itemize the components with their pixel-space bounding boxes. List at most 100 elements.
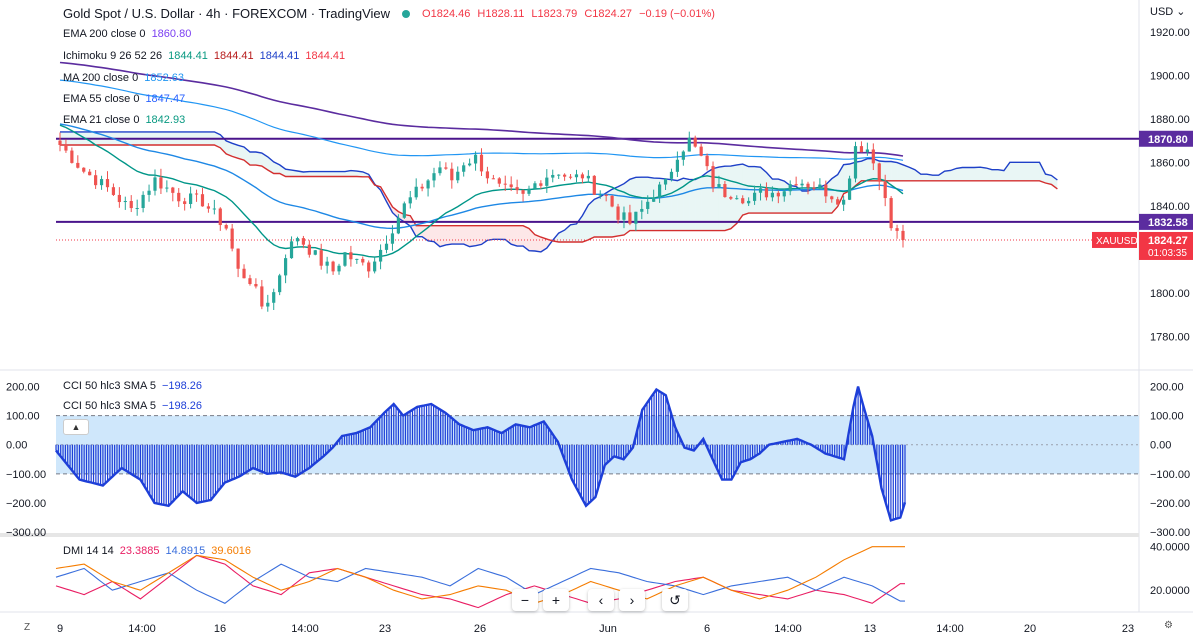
legend-value: 1844.41	[213, 50, 254, 62]
candle-body	[592, 175, 596, 195]
legend-value: 1860.80	[151, 28, 192, 40]
candle-body	[563, 174, 567, 177]
legend-value: −198.26	[161, 380, 203, 392]
candle-body	[147, 190, 151, 195]
candle-body	[200, 194, 205, 207]
candle-body	[669, 171, 674, 179]
legend-dmi[interactable]: DMI 14 14 23.3885 14.8915 39.6016	[63, 545, 251, 557]
price-level-tag	[1139, 213, 1193, 230]
legend-ichimoku[interactable]: Ichimoku 9 26 52 26 1844.41 1844.41 1844…	[63, 50, 345, 62]
candle-body	[378, 249, 383, 262]
time-tick-label: 23	[379, 623, 391, 635]
candle-body	[189, 193, 193, 205]
candle-body	[289, 241, 294, 259]
ichimoku-cloud-segment	[813, 187, 820, 214]
candle-body	[254, 284, 258, 287]
candle-body	[177, 192, 181, 202]
candle-body	[604, 194, 608, 196]
legend-name: EMA 200 close 0	[63, 28, 146, 40]
ichimoku-cloud-segment	[309, 171, 316, 177]
last-price-label: 1824.27	[1148, 235, 1188, 247]
timezone-icon[interactable]: Z	[24, 622, 31, 633]
zoom-in-button[interactable]: +	[543, 589, 569, 611]
candle-body	[283, 258, 288, 276]
zoom-out-button[interactable]: −	[512, 589, 538, 611]
dmi-tick-label: 40.0000	[1150, 542, 1190, 554]
ichimoku-cloud-segment	[766, 172, 773, 214]
ichimoku-cloud-segment	[695, 176, 702, 231]
candle-body	[752, 192, 757, 201]
candle-body	[503, 183, 507, 185]
ichimoku-cloud-segment	[333, 171, 340, 177]
legend-cci-1[interactable]: CCI 50 hlc3 SMA 5 −198.26	[63, 380, 202, 392]
candle-body	[895, 228, 899, 231]
reset-chart-button[interactable]: ↺	[662, 589, 688, 611]
legend-ema21[interactable]: EMA 21 close 0 1842.93	[63, 114, 185, 126]
collapse-legend-button[interactable]: ▲	[63, 419, 89, 435]
candle-body	[242, 268, 246, 279]
ichimoku-cloud-segment	[392, 206, 399, 219]
ichimoku-cloud-segment	[974, 167, 981, 181]
ichimoku-cloud-segment	[487, 225, 494, 241]
legend-plus-value: 23.3885	[119, 545, 160, 557]
candle-body	[438, 167, 442, 174]
ichimoku-cloud-segment	[291, 170, 298, 177]
candle-body	[218, 208, 222, 226]
ichimoku-cloud-segment	[428, 225, 435, 242]
ichimoku-cloud-segment	[255, 152, 262, 167]
ichimoku-cloud-segment	[861, 158, 868, 181]
candle-body	[414, 186, 418, 198]
time-tick-label: 6	[704, 623, 710, 635]
currency-label: USD	[1150, 6, 1174, 18]
cci-tick-label: 100.00	[1150, 411, 1184, 423]
candle-body	[824, 184, 828, 197]
scroll-left-button[interactable]: ‹	[588, 589, 614, 611]
ichimoku-cloud-segment	[511, 225, 518, 247]
ichimoku-cloud-segment	[321, 171, 328, 177]
candle-body	[806, 183, 810, 188]
symbol-title: Gold Spot / U.S. Dollar · 4h · FOREXCOM …	[63, 6, 391, 21]
candle-body	[123, 200, 127, 203]
ichimoku-cloud-segment	[493, 225, 500, 240]
settings-gear-icon[interactable]: ⚙	[1164, 620, 1173, 631]
candle-body	[307, 244, 311, 255]
cci-left-tick-label: −200.00	[6, 498, 46, 510]
change-value: −0.19 (−0.01%)	[639, 7, 715, 20]
ichimoku-cloud-segment	[469, 225, 476, 247]
ichimoku-cloud-segment	[226, 140, 233, 157]
legend-cci-2[interactable]: CCI 50 hlc3 SMA 5 −198.26	[63, 400, 202, 412]
legend-name: MA 200 close 0	[63, 72, 139, 84]
legend-ma200[interactable]: MA 200 close 0 1852.63	[63, 72, 184, 84]
candle-body	[764, 188, 769, 198]
currency-selector[interactable]: USD ⌄	[1150, 5, 1186, 18]
cci-left-tick-label: 200.00	[6, 382, 40, 394]
ichimoku-cloud-segment	[315, 171, 322, 177]
ichimoku-cloud-segment	[261, 153, 268, 170]
candle-body	[574, 174, 579, 178]
ichimoku-cloud-segment	[867, 158, 874, 181]
legend-value: 1852.63	[144, 72, 184, 84]
candle-body	[681, 151, 685, 160]
cci-tick-label: −200.00	[1150, 498, 1190, 510]
candle-body	[616, 206, 620, 220]
legend-ema55[interactable]: EMA 55 close 0 1847.47	[63, 93, 185, 105]
candle-body	[301, 238, 306, 245]
ichimoku-cloud-segment	[600, 192, 607, 237]
candle-body	[450, 168, 454, 181]
time-tick-label: Jun	[599, 623, 617, 635]
legend-ema200[interactable]: EMA 200 close 0 1860.80	[63, 28, 191, 40]
symbol-tag-label: XAUUSD	[1096, 236, 1138, 247]
candle-body	[432, 173, 436, 181]
ichimoku-cloud-segment	[689, 179, 696, 231]
market-status-icon	[402, 9, 411, 18]
ichimoku-cloud-segment	[439, 225, 446, 247]
high-value: H1828.11	[477, 7, 525, 20]
legend-value: 1844.41	[259, 50, 300, 62]
candle-body	[847, 178, 852, 200]
cci-left-tick-label: 0.00	[6, 440, 27, 452]
ichimoku-cloud-segment	[986, 167, 993, 181]
candle-body	[717, 184, 721, 188]
scroll-right-button[interactable]: ›	[619, 589, 645, 611]
candle-body	[901, 230, 905, 240]
